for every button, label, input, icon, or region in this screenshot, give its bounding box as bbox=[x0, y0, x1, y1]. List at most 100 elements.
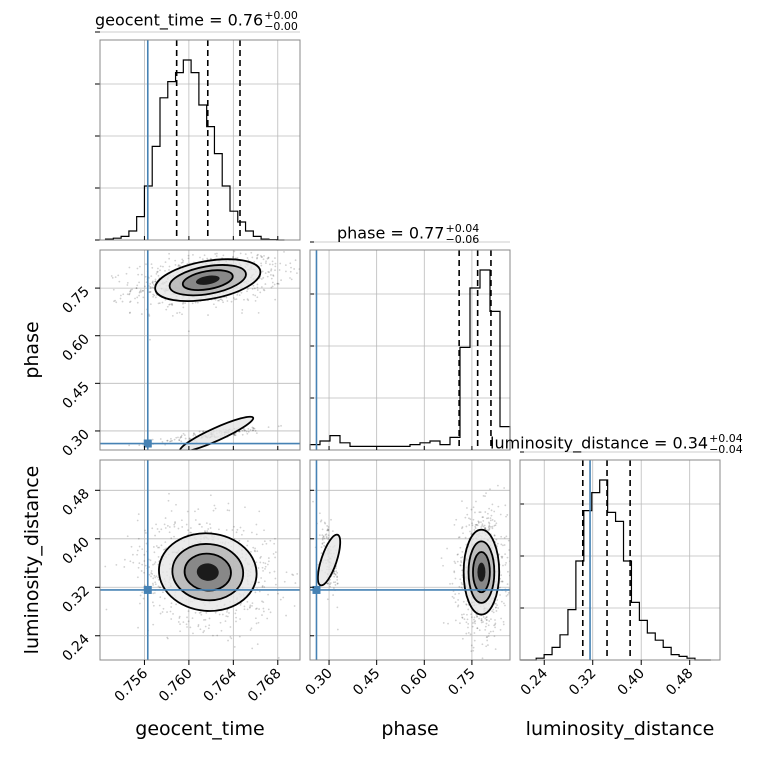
sample-point bbox=[266, 257, 269, 260]
sample-point bbox=[330, 518, 332, 521]
sample-point bbox=[489, 517, 492, 520]
sample-point bbox=[205, 611, 208, 614]
sample-point bbox=[152, 286, 155, 289]
sample-point bbox=[470, 616, 473, 619]
sample-point bbox=[251, 256, 254, 259]
sample-point bbox=[251, 429, 254, 432]
sample-point bbox=[481, 523, 484, 525]
sample-point bbox=[247, 430, 250, 433]
sample-point bbox=[254, 547, 257, 550]
sample-point bbox=[141, 289, 144, 292]
sample-point bbox=[493, 624, 495, 627]
sample-point bbox=[189, 531, 192, 534]
sample-point bbox=[290, 278, 293, 281]
sample-point bbox=[500, 555, 503, 558]
sample-point bbox=[502, 620, 505, 623]
sample-point bbox=[451, 582, 454, 585]
sample-point bbox=[173, 525, 176, 528]
sample-point bbox=[217, 299, 219, 302]
sample-point bbox=[257, 311, 260, 314]
sample-point bbox=[206, 257, 209, 260]
sample-point bbox=[203, 630, 206, 632]
sample-point bbox=[263, 254, 265, 257]
sample-point bbox=[478, 511, 481, 514]
sample-point bbox=[268, 571, 271, 574]
sample-point bbox=[112, 288, 115, 291]
xtick-label-geocent-time: 0.764 bbox=[200, 665, 240, 705]
sample-point bbox=[459, 564, 462, 567]
sample-point bbox=[485, 636, 488, 639]
sample-point bbox=[501, 556, 503, 559]
sample-point bbox=[145, 263, 147, 266]
sample-point bbox=[243, 298, 245, 301]
sample-point bbox=[501, 555, 504, 558]
sample-point bbox=[221, 613, 224, 616]
sample-point bbox=[152, 577, 155, 580]
sample-point bbox=[271, 285, 274, 288]
sample-point bbox=[322, 536, 325, 538]
sample-point bbox=[239, 603, 242, 606]
sample-point bbox=[270, 277, 273, 280]
sample-point bbox=[157, 302, 160, 305]
title-phase-plus: +0.04 bbox=[445, 222, 480, 235]
sample-point bbox=[305, 585, 307, 587]
sample-point bbox=[209, 527, 212, 529]
sample-point bbox=[267, 593, 269, 596]
sample-point bbox=[472, 622, 474, 624]
sample-point bbox=[118, 280, 121, 283]
sample-point bbox=[140, 570, 143, 572]
sample-point bbox=[491, 610, 494, 613]
sample-point bbox=[500, 600, 503, 603]
sample-point bbox=[265, 542, 268, 545]
sample-point bbox=[154, 561, 157, 563]
sample-point bbox=[491, 525, 494, 528]
sample-point bbox=[169, 440, 171, 443]
sample-point bbox=[144, 532, 147, 534]
sample-point bbox=[468, 517, 470, 520]
sample-point bbox=[283, 250, 285, 253]
sample-point bbox=[487, 517, 490, 519]
sample-point bbox=[255, 523, 258, 526]
pair-panel-phase-vs-luminosity-distance bbox=[310, 460, 510, 660]
sample-point bbox=[493, 534, 496, 537]
histogram-geocent-time bbox=[104, 59, 285, 241]
sample-point bbox=[246, 608, 249, 611]
sample-point bbox=[296, 573, 299, 575]
sample-point bbox=[166, 611, 168, 613]
sample-point bbox=[122, 293, 125, 296]
sample-point bbox=[148, 291, 151, 294]
sample-point bbox=[333, 575, 336, 578]
sample-point bbox=[212, 634, 214, 637]
sample-point bbox=[440, 557, 443, 560]
sample-point bbox=[458, 592, 460, 595]
sample-point bbox=[256, 256, 259, 259]
sample-point bbox=[278, 269, 281, 271]
sample-point bbox=[270, 274, 272, 276]
sample-point bbox=[152, 563, 154, 566]
sample-point bbox=[192, 434, 195, 437]
sample-point bbox=[232, 297, 235, 299]
sample-point bbox=[335, 570, 338, 573]
sample-point bbox=[168, 269, 170, 271]
sample-point bbox=[254, 299, 257, 302]
sample-point bbox=[485, 619, 488, 622]
sample-point bbox=[187, 257, 190, 260]
sample-point bbox=[253, 427, 256, 430]
sample-point bbox=[269, 263, 271, 266]
sample-point bbox=[148, 566, 151, 568]
sample-point bbox=[482, 495, 485, 497]
sample-point bbox=[474, 511, 476, 514]
truth-marker bbox=[143, 439, 152, 448]
sample-point bbox=[154, 278, 157, 281]
sample-point bbox=[494, 623, 496, 626]
sample-point bbox=[164, 517, 167, 519]
sample-point bbox=[172, 613, 174, 615]
sample-point bbox=[318, 512, 321, 515]
sample-point bbox=[149, 303, 152, 306]
sample-point bbox=[461, 583, 464, 586]
sample-point bbox=[507, 539, 510, 542]
sample-point bbox=[477, 522, 480, 524]
sample-point bbox=[474, 524, 477, 526]
sample-point bbox=[111, 276, 114, 279]
sample-point bbox=[182, 302, 184, 305]
